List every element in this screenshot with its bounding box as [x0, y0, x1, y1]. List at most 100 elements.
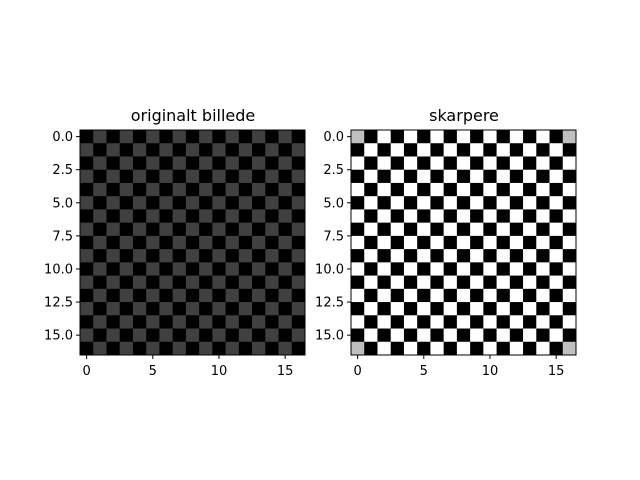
image-cell [562, 235, 577, 250]
image-cell [456, 275, 471, 290]
image-cell [252, 315, 266, 329]
y-axis: 0.0 2.5 5.0 7.5 10.0 12.5 15.0 [44, 130, 80, 344]
image-cell [351, 209, 365, 224]
image-cell [212, 341, 226, 356]
image-cell [509, 209, 524, 224]
image-cell [562, 169, 577, 184]
image-cell [430, 302, 445, 316]
image-cell [172, 196, 187, 210]
image-cell [417, 143, 431, 157]
x-tick-label: 15 [277, 364, 294, 379]
image-cell [470, 262, 484, 276]
image-cell [159, 182, 174, 197]
image-cell [172, 275, 187, 290]
image-cell [562, 288, 577, 303]
image-cell [536, 341, 550, 356]
image-cell [483, 130, 497, 144]
image-cell [496, 315, 511, 329]
image-cell [132, 302, 147, 316]
image-cell [430, 249, 445, 263]
image-cell [377, 288, 392, 303]
image-cell [456, 315, 471, 329]
image-cell [212, 328, 226, 343]
image-cell [252, 143, 266, 157]
image-cell [146, 143, 160, 157]
image-cell [483, 328, 497, 343]
image-cell [536, 182, 550, 197]
image-cell [93, 222, 107, 237]
image-cell [265, 235, 279, 250]
image-cell [93, 288, 107, 303]
image-cell [549, 130, 564, 144]
image-cell [390, 302, 405, 316]
image-cell [238, 249, 253, 263]
image-cell [509, 315, 524, 329]
image-cell [146, 196, 160, 210]
image-cell [430, 222, 445, 237]
y-tick-label: 2.5 [52, 163, 73, 178]
image-cell [265, 130, 279, 144]
image-cell [430, 182, 445, 197]
image-cell [278, 262, 293, 276]
image-cell [456, 341, 471, 356]
image-cell [146, 182, 160, 197]
image-cell [225, 156, 240, 171]
image-cell [483, 288, 497, 303]
image-cell [430, 328, 445, 343]
image-cell [390, 235, 405, 250]
image-cell [252, 235, 266, 250]
image-cell [185, 222, 200, 237]
image-cell [225, 196, 240, 210]
image-cell [132, 209, 147, 224]
image-cell [146, 288, 160, 303]
image-cell [536, 156, 550, 171]
image-cell [212, 182, 226, 197]
image-cell [146, 249, 160, 263]
image-cell [93, 275, 107, 290]
image-cell [159, 222, 174, 237]
image-cell [443, 182, 458, 197]
image-cell [80, 341, 94, 356]
image-cell [351, 222, 365, 237]
image-cell [225, 209, 240, 224]
image-cell [132, 288, 147, 303]
image-cell [212, 302, 226, 316]
image-cell [456, 222, 471, 237]
image-cell [364, 275, 378, 290]
image-cell [185, 288, 200, 303]
image-cell [212, 156, 226, 171]
image-cell [351, 262, 365, 276]
image-cell [549, 143, 564, 157]
image-cell [536, 262, 550, 276]
image-cell [278, 328, 293, 343]
image-cell [212, 209, 226, 224]
image-cell [106, 156, 121, 171]
image-cell [496, 130, 511, 144]
image-cells [80, 130, 306, 356]
image-cell [417, 209, 431, 224]
image-cell [417, 156, 431, 171]
image-cell [185, 169, 200, 184]
y-tick-label: 10.0 [315, 262, 344, 277]
image-cell [80, 169, 94, 184]
image-cell [377, 196, 392, 210]
image-cell [172, 288, 187, 303]
image-cell [225, 302, 240, 316]
image-cell [146, 302, 160, 316]
image-cell [199, 341, 213, 356]
image-cell [562, 182, 577, 197]
image-cell [106, 182, 121, 197]
image-cell [80, 235, 94, 250]
image-cell [225, 262, 240, 276]
image-cell [93, 302, 107, 316]
image-cell [225, 235, 240, 250]
image-cell [238, 262, 253, 276]
image-cell [523, 275, 537, 290]
image-cell [377, 302, 392, 316]
image-cell [390, 315, 405, 329]
image-cell [403, 130, 418, 144]
chart-title: skarpere [429, 106, 499, 125]
image-cell [377, 209, 392, 224]
x-tick-label: 5 [420, 364, 428, 379]
image-cell [265, 262, 279, 276]
